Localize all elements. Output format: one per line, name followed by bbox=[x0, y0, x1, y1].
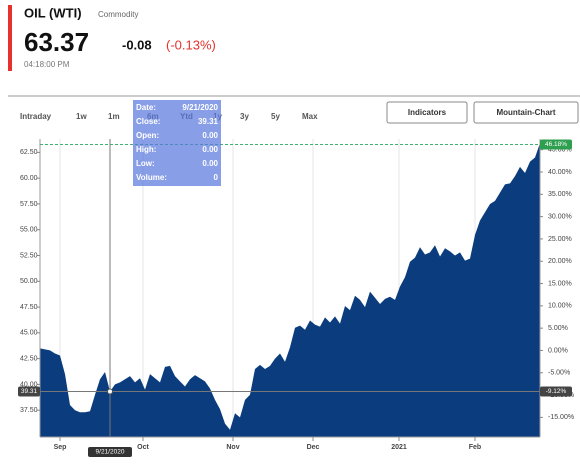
last-value-label: 46.18% bbox=[545, 141, 567, 148]
x-tick-label: Feb bbox=[469, 444, 481, 451]
y-tick-label: 60.00 bbox=[20, 175, 38, 182]
crosshair-change-label: -9.12% bbox=[546, 388, 567, 395]
y2-tick-label: 45.00% bbox=[548, 147, 572, 154]
y2-tick-label: 15.00% bbox=[548, 280, 572, 287]
range-tab[interactable]: 1w bbox=[76, 112, 87, 121]
tooltip-value: 9/21/2020 bbox=[182, 103, 218, 112]
tooltip-key: Close: bbox=[136, 117, 160, 126]
tooltip-key: Volume: bbox=[136, 173, 167, 182]
tooltip-key: Date: bbox=[136, 103, 156, 112]
y-tick-label: 62.50 bbox=[20, 149, 38, 156]
indicators-button[interactable] bbox=[386, 101, 468, 124]
instrument-name: OIL (WTI) bbox=[24, 5, 82, 20]
indicators-label[interactable]: Indicators bbox=[408, 108, 447, 117]
y2-tick-label: -15.00% bbox=[548, 414, 574, 421]
tooltip-key: Open: bbox=[136, 131, 159, 140]
y2-tick-label: 0.00% bbox=[548, 347, 568, 354]
tooltip-value: 0.00 bbox=[202, 131, 218, 140]
y2-tick-label: 25.00% bbox=[548, 236, 572, 243]
instrument-kind: Commodity bbox=[98, 10, 138, 19]
x-tick-label: Nov bbox=[226, 444, 239, 451]
x-tick-label: Oct bbox=[137, 444, 149, 451]
range-tab[interactable]: 3y bbox=[240, 112, 249, 121]
tooltip-key: High: bbox=[136, 145, 156, 154]
tooltip-value: 0.00 bbox=[202, 145, 218, 154]
y2-tick-label: 30.00% bbox=[548, 213, 572, 220]
mountain-chart-button[interactable] bbox=[473, 101, 579, 124]
tooltip bbox=[133, 100, 221, 186]
mountain-chart-label[interactable]: Mountain-Chart bbox=[496, 108, 555, 117]
change-percent: (-0.13%) bbox=[166, 37, 216, 52]
y-tick-label: 57.50 bbox=[20, 201, 38, 208]
crosshair-point bbox=[107, 388, 113, 395]
y2-tick-label: 10.00% bbox=[548, 303, 572, 310]
range-tab[interactable]: 5y bbox=[271, 112, 280, 121]
price-area bbox=[40, 143, 540, 437]
price: 63.37 bbox=[24, 27, 89, 57]
tooltip-value: 39.31 bbox=[198, 117, 219, 126]
tooltip-value: 0.00 bbox=[202, 159, 218, 168]
y-tick-label: 40.00 bbox=[20, 381, 38, 388]
crosshair-value-badge bbox=[18, 386, 40, 397]
x-tick-label: 2021 bbox=[391, 444, 407, 451]
range-tab[interactable]: Max bbox=[302, 112, 318, 121]
time: 04:18:00 PM bbox=[24, 60, 70, 69]
crosshair-date-label: 9/21/2020 bbox=[96, 449, 125, 456]
y-tick-label: 45.00 bbox=[20, 330, 38, 337]
y2-tick-label: 20.00% bbox=[548, 258, 572, 265]
y2-tick-label: 5.00% bbox=[548, 325, 568, 332]
crosshair-value-label: 39.31 bbox=[21, 388, 38, 395]
y-tick-label: 52.50 bbox=[20, 252, 38, 259]
range-tab[interactable]: Intraday bbox=[20, 112, 52, 121]
y-tick-label: 47.50 bbox=[20, 304, 38, 311]
crosshair-date-badge bbox=[88, 447, 132, 457]
x-tick-label: Sep bbox=[54, 444, 67, 451]
accent-bar bbox=[8, 5, 12, 71]
last-value-badge bbox=[540, 139, 572, 150]
y2-tick-label: 40.00% bbox=[548, 169, 572, 176]
tooltip-value: 0 bbox=[214, 173, 219, 182]
tooltip-key: Low: bbox=[136, 159, 155, 168]
x-tick-label: Dec bbox=[307, 444, 320, 451]
y2-tick-label: 35.00% bbox=[548, 191, 572, 198]
range-tab[interactable]: 1m bbox=[108, 112, 120, 121]
y-tick-label: 37.50 bbox=[20, 407, 38, 414]
crosshair-change-badge bbox=[540, 386, 572, 397]
y-tick-label: 55.00 bbox=[20, 227, 38, 234]
change: -0.08 bbox=[122, 37, 152, 52]
y2-tick-label: -5.00% bbox=[548, 370, 570, 377]
y-tick-label: 50.00 bbox=[20, 278, 38, 285]
y-tick-label: 42.50 bbox=[20, 355, 38, 362]
